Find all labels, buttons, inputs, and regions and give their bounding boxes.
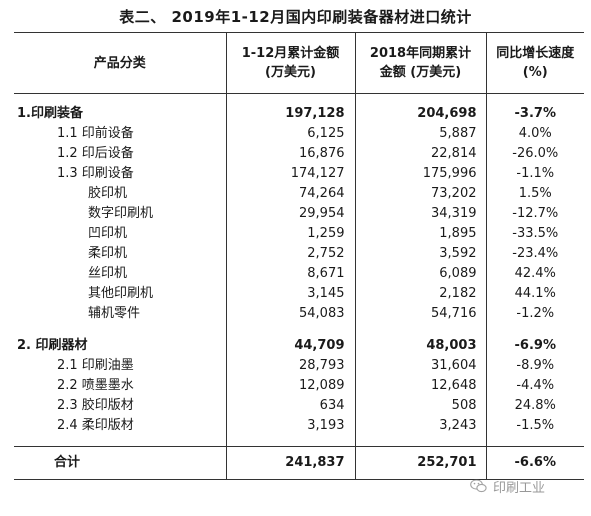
row-prev-amount: 1,895 [354,224,486,244]
row-amount: 174,127 [225,164,355,184]
table-row: 2. 印刷器材 44,709 48,003 -6.9% [14,336,584,356]
row-label: 2.1 印刷油墨 [57,358,134,373]
header-prev-amount: 2018年同期累计 金额 (万美元) [354,32,486,94]
row-prev-amount: 48,003 [354,336,486,356]
header-amount: 1-12月累计金额 (万美元) [225,32,355,94]
row-prev-amount: 12,648 [354,376,486,396]
table-row: 2.3 胶印版材 634 508 24.8% [14,396,584,416]
row-prev-amount: 73,202 [354,184,486,204]
row-growth: -12.7% [485,204,584,224]
table-row: 2.4 柔印版材 3,193 3,243 -1.5% [14,416,584,436]
table-row: 1.3 印刷设备 174,127 175,996 -1.1% [14,164,584,184]
row-growth: 1.5% [485,184,584,204]
row-label: 1.3 印刷设备 [57,166,134,181]
row-label: 柔印机 [88,246,128,261]
row-amount: 74,264 [225,184,355,204]
total-label: 合计 [14,446,226,480]
row-amount: 3,193 [225,416,355,436]
row-amount: 16,876 [225,144,355,164]
header-growth: 同比增长速度 (%) [485,32,584,94]
row-growth: 4.0% [485,124,584,144]
row-label: 凹印机 [88,226,128,241]
table-row: 柔印机 2,752 3,592 -23.4% [14,244,584,264]
total-growth: -6.6% [485,446,584,480]
table-row: 1.印刷装备 197,128 204,698 -3.7% [14,104,584,124]
row-label: 数字印刷机 [88,206,154,221]
row-prev-amount: 3,592 [354,244,486,264]
row-label: 1.印刷装备 [17,106,83,121]
total-prev-amount: 252,701 [354,446,486,480]
row-growth: 24.8% [485,396,584,416]
row-amount: 6,125 [225,124,355,144]
row-label: 2.4 柔印版材 [57,418,134,433]
header-category: 产品分类 [14,32,226,94]
row-label: 丝印机 [88,266,128,281]
row-label: 其他印刷机 [88,286,154,301]
table-row: 辅机零件 54,083 54,716 -1.2% [14,304,584,324]
table-row: 2.2 喷墨墨水 12,089 12,648 -4.4% [14,376,584,396]
table-row: 2.1 印刷油墨 28,793 31,604 -8.9% [14,356,584,376]
row-prev-amount: 6,089 [354,264,486,284]
row-amount: 54,083 [225,304,355,324]
row-prev-amount: 22,814 [354,144,486,164]
row-amount: 29,954 [225,204,355,224]
row-label: 2.2 喷墨墨水 [57,378,134,393]
row-label: 1.1 印前设备 [57,126,134,141]
total-amount: 241,837 [225,446,355,480]
row-amount: 3,145 [225,284,355,304]
row-prev-amount: 204,698 [354,104,486,124]
table-row: 1.1 印前设备 6,125 5,887 4.0% [14,124,584,144]
table-row: 数字印刷机 29,954 34,319 -12.7% [14,204,584,224]
row-growth: -1.1% [485,164,584,184]
header-row: 产品分类 1-12月累计金额 (万美元) 2018年同期累计 金额 (万美元) 同比… [14,32,584,94]
row-prev-amount: 175,996 [354,164,486,184]
table-row: 凹印机 1,259 1,895 -33.5% [14,224,584,244]
total-row: 合计 241,837 252,701 -6.6% [14,446,584,480]
row-prev-amount: 3,243 [354,416,486,436]
row-growth: -33.5% [485,224,584,244]
row-prev-amount: 508 [354,396,486,416]
table-title: 表二、 2019年1-12月国内印刷装备器材进口统计 [119,8,472,26]
row-amount: 44,709 [225,336,355,356]
row-prev-amount: 5,887 [354,124,486,144]
row-prev-amount: 31,604 [354,356,486,376]
wechat-icon [470,479,487,493]
table-row: 胶印机 74,264 73,202 1.5% [14,184,584,204]
table-row: 丝印机 8,671 6,089 42.4% [14,264,584,284]
import-statistics-table: 产品分类 1-12月累计金额 (万美元) 2018年同期累计 金额 (万美元) 同比… [14,32,584,480]
table-row: 其他印刷机 3,145 2,182 44.1% [14,284,584,304]
row-label: 1.2 印后设备 [57,146,134,161]
row-growth: 42.4% [485,264,584,284]
row-amount: 2,752 [225,244,355,264]
row-growth: -3.7% [485,104,584,124]
row-amount: 28,793 [225,356,355,376]
row-growth: -1.2% [485,304,584,324]
row-growth: 44.1% [485,284,584,304]
row-label: 2.3 胶印版材 [57,398,134,413]
row-growth: -26.0% [485,144,584,164]
row-amount: 8,671 [225,264,355,284]
row-growth: -4.4% [485,376,584,396]
row-label: 2. 印刷器材 [17,338,88,353]
row-label: 胶印机 [88,186,128,201]
row-amount: 634 [225,396,355,416]
row-prev-amount: 34,319 [354,204,486,224]
row-amount: 1,259 [225,224,355,244]
row-growth: -6.9% [485,336,584,356]
row-growth: -8.9% [485,356,584,376]
row-label: 辅机零件 [88,306,141,321]
row-amount: 12,089 [225,376,355,396]
row-growth: -1.5% [485,416,584,436]
row-prev-amount: 2,182 [354,284,486,304]
row-amount: 197,128 [225,104,355,124]
row-prev-amount: 54,716 [354,304,486,324]
table-row: 1.2 印后设备 16,876 22,814 -26.0% [14,144,584,164]
row-growth: -23.4% [485,244,584,264]
